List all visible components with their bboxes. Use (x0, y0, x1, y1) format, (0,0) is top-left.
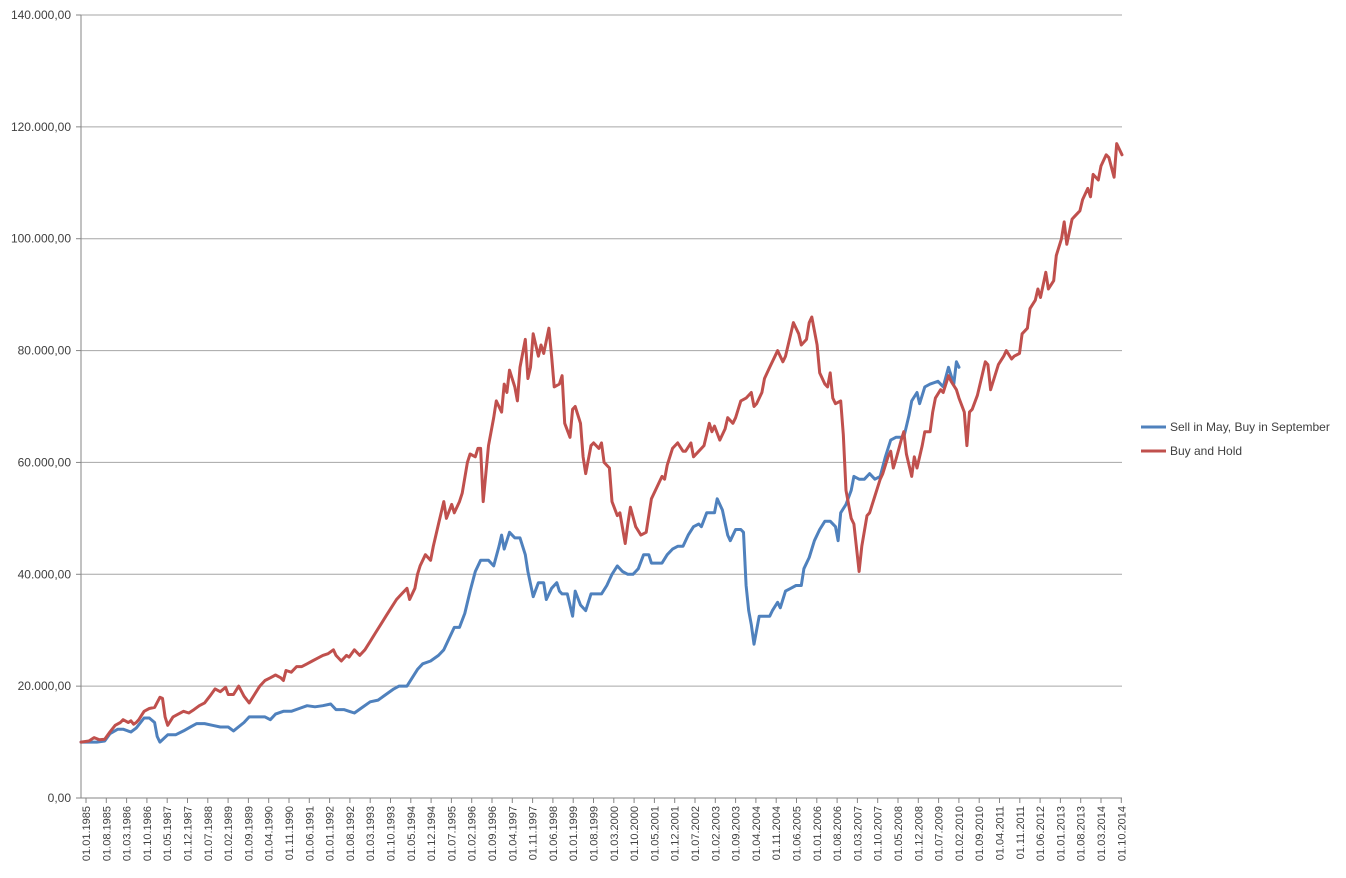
x-tick-label: 01.03.1993 (365, 806, 377, 861)
x-tick-label: 01.01.2006 (812, 806, 824, 861)
x-tick-label: 01.11.1990 (284, 806, 296, 860)
x-tick-label: 01.09.2003 (731, 806, 743, 861)
x-axis-ticks: 01.01.1985 01.08.1985 01.03.1986 01.10.1986… (81, 798, 1128, 861)
x-tick-label: 01.11.2004 (771, 806, 783, 860)
series-line-2 (79, 142, 1124, 744)
series-lines (79, 142, 1124, 744)
x-tick-label: 01.07.1995 (446, 806, 458, 861)
x-tick-label: 01.12.1994 (426, 806, 438, 861)
y-tick-label: 60.000,00 (18, 455, 72, 469)
x-tick-label: 01.08.2006 (832, 806, 844, 861)
x-tick-label: 01.08.1999 (589, 806, 601, 861)
x-tick-label: 01.12.2001 (670, 806, 682, 861)
legend-label: Sell in May, Buy in September (1170, 420, 1330, 434)
x-tick-label: 01.04.1990 (264, 806, 276, 861)
x-tick-label: 01.11.1997 (528, 806, 540, 860)
x-tick-label: 01.02.2010 (954, 806, 966, 861)
x-tick-label: 01.08.1985 (101, 806, 113, 861)
x-tick-label: 01.06.1998 (548, 806, 560, 861)
x-tick-label: 01.06.1991 (304, 806, 316, 861)
x-tick-label: 01.06.2005 (792, 806, 804, 861)
x-tick-label: 01.10.1986 (142, 806, 154, 861)
x-tick-label: 01.01.2013 (1055, 806, 1067, 861)
x-tick-label: 01.04.1997 (507, 806, 519, 861)
x-tick-label: 01.07.1988 (203, 806, 215, 861)
y-tick-label: 40.000,00 (18, 567, 72, 581)
x-tick-label: 01.01.1999 (568, 806, 580, 861)
x-tick-label: 01.12.2008 (913, 806, 925, 861)
x-tick-label: 01.12.1987 (183, 806, 195, 861)
x-tick-label: 01.07.2002 (690, 806, 702, 861)
gridlines (81, 14, 1122, 687)
y-tick-label: 80.000,00 (18, 344, 72, 358)
x-tick-label: 01.09.2010 (974, 806, 986, 861)
x-tick-label: 01.10.2007 (873, 806, 885, 861)
x-tick-label: 01.03.1986 (122, 806, 134, 861)
series-line-1 (79, 360, 961, 744)
y-tick-label: 100.000,00 (11, 232, 71, 246)
x-tick-label: 01.10.2014 (1116, 806, 1128, 861)
x-tick-label: 01.01.1992 (325, 806, 337, 861)
x-tick-label: 01.05.1987 (162, 806, 174, 861)
x-tick-label: 01.11.2011 (1015, 806, 1027, 859)
x-tick-label: 01.08.1992 (345, 806, 357, 861)
x-tick-label: 01.10.1993 (386, 806, 398, 861)
x-tick-label: 01.02.1989 (223, 806, 235, 861)
x-tick-label: 01.04.2011 (995, 806, 1007, 860)
y-axis-ticks: 0,00 20.000,00 40.000,00 60.000,00 80.000,00… (11, 8, 81, 805)
y-tick-label: 120.000,00 (11, 120, 71, 134)
x-tick-label: 01.06.2012 (1035, 806, 1047, 861)
x-tick-label: 01.09.1989 (243, 806, 255, 861)
y-tick-label: 20.000,00 (18, 679, 72, 693)
x-tick-label: 01.05.1994 (406, 806, 418, 861)
x-tick-label: 01.10.2000 (629, 806, 641, 861)
axes (80, 15, 1122, 799)
x-tick-label: 01.03.2014 (1096, 806, 1108, 861)
y-tick-label: 140.000,00 (11, 8, 71, 22)
x-tick-label: 01.02.2003 (710, 806, 722, 861)
x-tick-label: 01.03.2000 (609, 806, 621, 861)
legend-label: Buy and Hold (1170, 444, 1242, 458)
x-tick-label: 01.05.2008 (893, 806, 905, 861)
x-tick-label: 01.05.2001 (649, 806, 661, 861)
y-tick-label: 0,00 (48, 791, 72, 805)
x-tick-label: 01.08.2013 (1076, 806, 1088, 861)
legend: Sell in May, Buy in September Buy and Hol… (1141, 420, 1330, 458)
x-tick-label: 01.04.2004 (751, 806, 763, 861)
x-tick-label: 01.03.2007 (852, 806, 864, 861)
x-tick-label: 01.07.2009 (934, 806, 946, 861)
x-tick-label: 01.01.1985 (81, 806, 93, 861)
x-tick-label: 01.02.1996 (467, 806, 479, 861)
x-tick-label: 01.09.1996 (487, 806, 499, 861)
